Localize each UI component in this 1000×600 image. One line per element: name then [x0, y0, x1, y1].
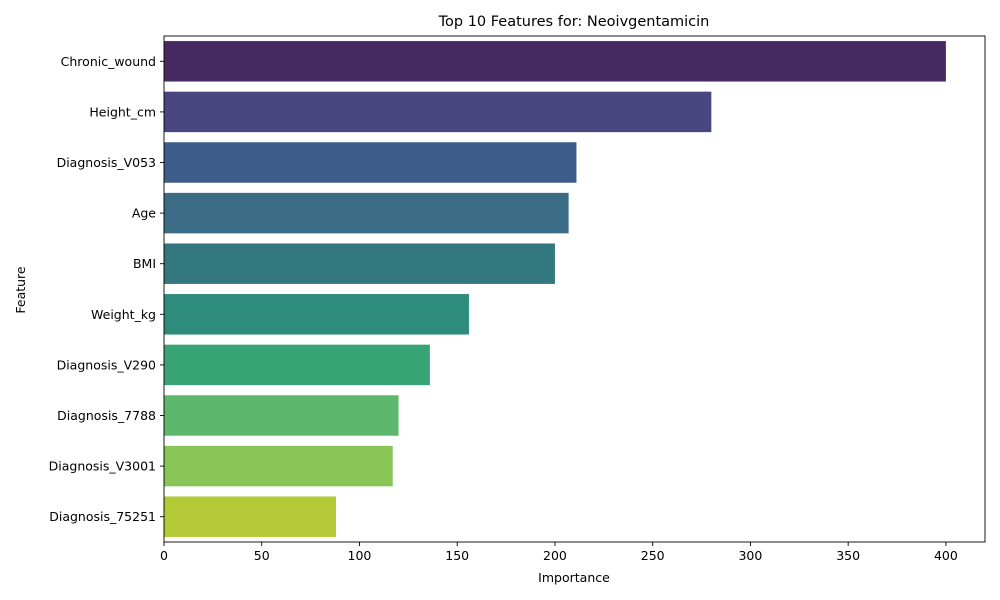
bar-BMI: [164, 243, 555, 284]
x-tick-label: 400: [934, 548, 958, 563]
x-tick-label: 100: [348, 548, 372, 563]
y-tick-label: Height_cm: [89, 104, 156, 119]
bar-Chronic_wound: [164, 41, 946, 82]
bar-Diagnosis_75251: [164, 496, 337, 537]
x-tick-label: 150: [445, 548, 469, 563]
y-tick-label: Weight_kg: [91, 307, 156, 322]
y-tick-label: BMI: [133, 256, 156, 271]
bar-Diagnosis_V3001: [164, 445, 393, 487]
y-tick-label: Diagnosis_7788: [57, 408, 156, 423]
y-tick-label: Diagnosis_V290: [57, 357, 156, 372]
x-tick-label: 200: [543, 548, 567, 563]
chart-title: Top 10 Features for: Neoivgentamicin: [438, 14, 710, 30]
y-tick-label: Diagnosis_V3001: [49, 459, 156, 474]
y-tick-label: Age: [132, 206, 156, 221]
y-axis-label: Feature: [13, 266, 28, 314]
x-tick-label: 0: [160, 548, 168, 563]
y-tick-label: Diagnosis_75251: [49, 509, 156, 524]
bar-Diagnosis_7788: [164, 395, 399, 436]
bar-Height_cm: [164, 91, 712, 133]
y-tick-label: Chronic_wound: [61, 54, 156, 69]
y-axis-ticks: Chronic_wound Height_cm Diagnosis_V053 Age B…: [49, 54, 164, 524]
bar-Weight_kg: [164, 294, 469, 335]
x-tick-label: 300: [738, 548, 762, 563]
x-axis-ticks: 0 50 100 150 200 250 300 350 400: [160, 542, 958, 563]
bars-group: [164, 41, 946, 537]
x-tick-label: 250: [641, 548, 665, 563]
y-tick-label: Diagnosis_V053: [57, 155, 156, 170]
plot-frame: [163, 35, 986, 543]
x-tick-label: 350: [836, 548, 860, 563]
bar-Diagnosis_V290: [164, 344, 430, 386]
x-tick-label: 50: [254, 548, 270, 563]
bar-Diagnosis_V053: [164, 142, 577, 183]
bar-Age: [164, 192, 569, 234]
x-axis-label: Importance: [538, 570, 610, 585]
